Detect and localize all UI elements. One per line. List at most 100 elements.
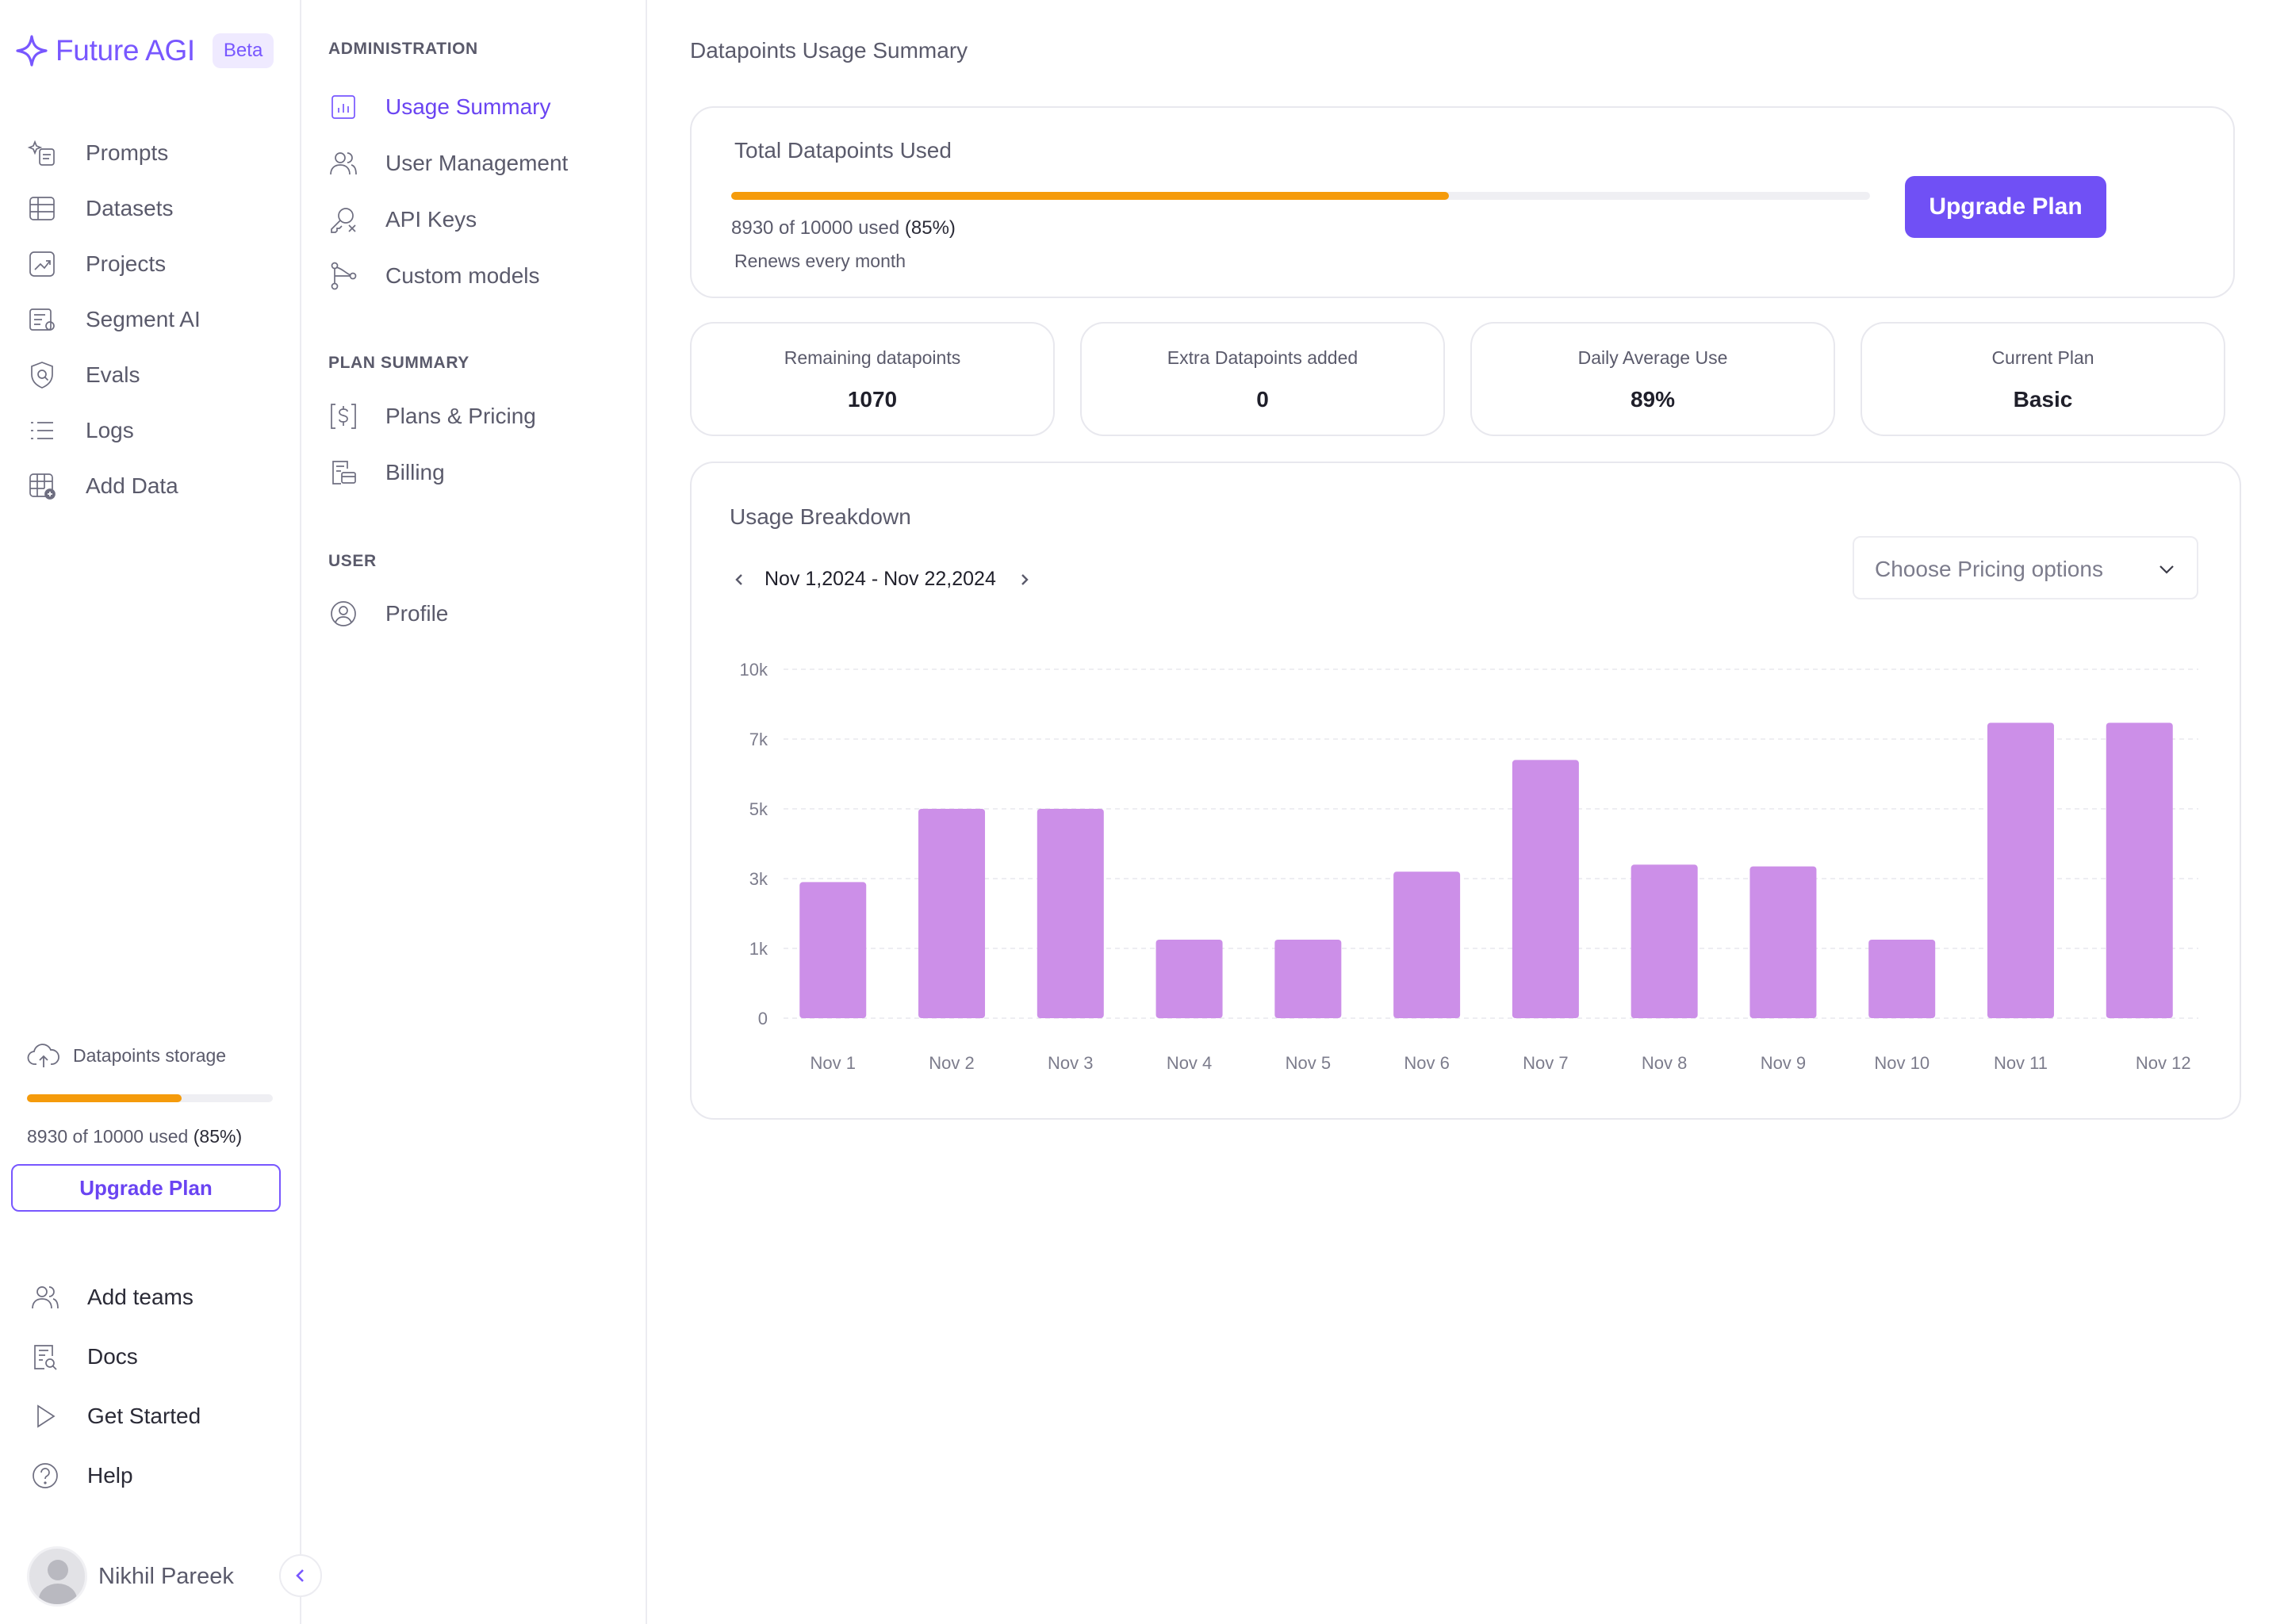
stat-label: Remaining datapoints [784, 347, 961, 368]
x-tick-label: Nov 4 [1167, 1053, 1212, 1073]
projects-icon [29, 251, 55, 277]
nav-item-help[interactable]: Help [30, 1446, 201, 1505]
brand[interactable]: Future AGI Beta [14, 33, 274, 68]
collapse-sidebar-button[interactable] [279, 1554, 322, 1597]
future-agi-logo-icon [16, 35, 48, 67]
settings-item-plans-pricing[interactable]: Plans & Pricing [328, 401, 536, 431]
date-range-picker: Nov 1,2024 - Nov 22,2024 [728, 568, 1036, 591]
bar-nov-8 [1631, 864, 1698, 1018]
nav-item-segment-ai[interactable]: Segment AI [27, 292, 201, 347]
settings-item-label: Billing [385, 460, 445, 485]
total-used-percent: (85%) [904, 217, 956, 239]
nav-item-logs[interactable]: Logs [27, 403, 201, 458]
stat-card-daily-average: Daily Average Use 89% [1470, 322, 1835, 436]
stat-card-current-plan: Current Plan Basic [1861, 322, 2225, 436]
settings-item-profile[interactable]: Profile [328, 599, 448, 629]
secondary-nav: Add teams Docs Get Started Help [30, 1267, 201, 1505]
y-tick-label: 7k [749, 730, 768, 749]
x-tick-label: Nov 11 [1994, 1053, 2048, 1073]
y-tick-label: 0 [758, 1009, 768, 1028]
renewal-text: Renews every month [734, 251, 906, 271]
total-progress-fill [731, 192, 1449, 200]
chevron-left-icon [735, 573, 742, 585]
pricing-options-placeholder: Choose Pricing options [1875, 557, 2103, 581]
help-icon [33, 1462, 58, 1488]
next-range-button[interactable] [1014, 569, 1036, 591]
main-sidebar: Future AGI Beta Prompts Datasets Project… [0, 0, 301, 1624]
settings-item-label: User Management [385, 151, 569, 175]
avatar [27, 1546, 87, 1607]
billing-icon [332, 461, 356, 485]
beta-badge: Beta [212, 33, 274, 68]
x-tick-label: Nov 10 [1874, 1053, 1930, 1073]
nav-item-evals[interactable]: Evals [27, 347, 201, 403]
upgrade-plan-button[interactable]: Upgrade Plan [1905, 176, 2106, 238]
settings-item-label: Custom models [385, 263, 540, 288]
chevron-left-icon [296, 1569, 304, 1582]
nav-label: Help [87, 1462, 133, 1488]
docs-icon [34, 1344, 57, 1370]
nav-item-get-started[interactable]: Get Started [30, 1386, 201, 1446]
settings-item-custom-models[interactable]: Custom models [328, 261, 540, 291]
storage-progress-fill [27, 1094, 182, 1102]
play-icon [37, 1404, 56, 1428]
nav-item-docs[interactable]: Docs [30, 1327, 201, 1386]
bar-nov-11 [1987, 722, 2054, 1018]
section-title-user: USER [328, 552, 377, 570]
bar-nov-1 [799, 882, 867, 1018]
storage-used-percent: (85%) [193, 1126, 243, 1147]
total-datapoints-label: Total Datapoints Used [734, 138, 952, 163]
storage-widget: Datapoints storage 8930 of 10000 used (8… [27, 1039, 281, 1147]
usage-breakdown-title: Usage Breakdown [730, 504, 911, 529]
bar-nov-4 [1155, 940, 1223, 1018]
nav-label: Evals [86, 362, 140, 387]
nav-item-add-teams[interactable]: Add teams [30, 1267, 201, 1327]
user-name: Nikhil Pareek [98, 1563, 234, 1589]
y-tick-label: 10k [740, 660, 768, 680]
y-tick-label: 5k [749, 799, 768, 819]
settings-item-user-management[interactable]: User Management [328, 148, 568, 178]
stat-label: Daily Average Use [1577, 347, 1728, 368]
user-profile[interactable]: Nikhil Pareek [27, 1546, 234, 1607]
nav-label: Add Data [86, 473, 178, 498]
primary-nav: Prompts Datasets Projects Segment AI Eva… [27, 125, 201, 514]
settings-sidebar: ADMINISTRATION Usage Summary User Manage… [303, 0, 647, 1624]
logs-icon [31, 422, 53, 439]
date-range-text: Nov 1,2024 - Nov 22,2024 [765, 568, 996, 590]
nav-label: Get Started [87, 1403, 201, 1428]
nav-item-prompts[interactable]: Prompts [27, 125, 201, 181]
bar-nov-3 [1037, 809, 1104, 1018]
nav-label: Prompts [86, 140, 169, 165]
api-key-icon [331, 208, 356, 233]
total-used-value: 8930 of 10000 used [731, 217, 900, 239]
section-title-administration: ADMINISTRATION [328, 40, 478, 58]
nav-label: Segment AI [86, 307, 201, 331]
sidebar-upgrade-button[interactable]: Upgrade Plan [11, 1164, 281, 1212]
stat-value: 1070 [847, 387, 898, 412]
main-content: Datapoints Usage Summary Total Datapoint… [649, 0, 2284, 1624]
storage-title: Datapoints storage [73, 1044, 227, 1066]
app-name: Future AGI [56, 34, 195, 67]
x-tick-label: Nov 6 [1404, 1053, 1449, 1073]
prompts-icon [27, 140, 55, 166]
nav-item-add-data[interactable]: Add Data [27, 458, 201, 514]
x-tick-label: Nov 3 [1048, 1053, 1093, 1073]
nav-label: Logs [86, 418, 134, 442]
settings-item-usage-summary[interactable]: Usage Summary [328, 92, 551, 122]
previous-range-button[interactable] [728, 569, 750, 591]
x-tick-label: Nov 2 [929, 1053, 974, 1073]
nav-item-projects[interactable]: Projects [27, 236, 201, 292]
chevron-right-icon [1021, 573, 1029, 585]
usage-breakdown-card: 0 1k 3k 5k 7k 10k Nov 1 Nov 2 Nov 3 Nov 4 Nov 5 Nov… [690, 462, 2241, 1120]
nav-label: Datasets [86, 196, 174, 220]
settings-item-label: Profile [385, 601, 449, 626]
segment-icon [29, 308, 55, 331]
stat-card-remaining: Remaining datapoints 1070 [690, 322, 1055, 436]
stat-value: Basic [2013, 387, 2073, 412]
bar-nov-6 [1393, 871, 1461, 1018]
settings-item-api-keys[interactable]: API Keys [328, 205, 477, 235]
nav-item-datasets[interactable]: Datasets [27, 181, 201, 236]
pricing-options-select[interactable]: Choose Pricing options [1853, 536, 2198, 599]
datasets-icon [29, 197, 55, 220]
settings-item-billing[interactable]: Billing [328, 458, 445, 488]
